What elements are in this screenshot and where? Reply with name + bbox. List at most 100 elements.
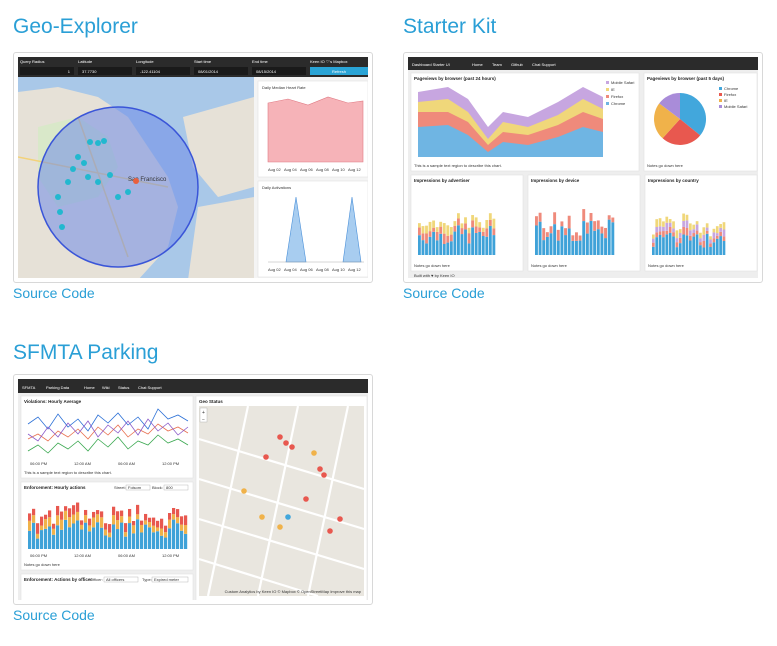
bar-segment	[180, 516, 184, 525]
bar-segment	[685, 214, 689, 221]
bar-segment	[68, 508, 72, 518]
bar-segment	[108, 524, 112, 533]
bar-segment	[658, 218, 662, 227]
bar-segment	[112, 524, 116, 549]
card-title-geo-explorer[interactable]: Geo-Explorer	[13, 15, 138, 38]
bar-segment	[535, 216, 538, 226]
bar-segment	[446, 242, 450, 255]
bar-segment	[132, 521, 136, 526]
bar-segment	[672, 232, 675, 237]
bar-segment	[655, 237, 659, 255]
bar-segment	[432, 220, 436, 228]
bar-segment	[722, 236, 726, 241]
bar-segment	[611, 217, 615, 223]
bar-segment	[542, 228, 546, 241]
bar-segment	[446, 235, 450, 243]
bar-segment	[148, 517, 152, 523]
bar-segment	[439, 221, 443, 227]
bar-segment	[668, 222, 672, 227]
nav-item: Wiki	[102, 385, 110, 390]
bar-segment	[668, 232, 672, 255]
field-value: 1	[68, 69, 71, 74]
bar-segment	[578, 240, 582, 255]
bar-segment	[722, 222, 726, 230]
bar-segment	[571, 235, 575, 241]
bar-segment	[439, 233, 443, 255]
bar-segment	[668, 226, 672, 233]
bar-segment	[96, 510, 100, 515]
thumbnail-geo-explorer[interactable]: Query Radius Latitude Longitude Start ti…	[13, 52, 373, 283]
bar-segment	[699, 242, 702, 246]
bar-segment	[474, 232, 478, 255]
bar-segment	[80, 529, 84, 549]
bar-segment	[160, 535, 164, 549]
bar-segment	[535, 225, 538, 255]
bar-segment	[140, 532, 144, 549]
x-tick: 12:00 AM	[74, 461, 91, 466]
bar-segment	[464, 217, 467, 224]
bar-segment	[128, 523, 132, 549]
bar-segment	[28, 530, 32, 549]
bar-segment	[36, 523, 40, 534]
bar-segment	[492, 218, 496, 229]
source-code-link-geo-explorer[interactable]: Source Code	[13, 285, 95, 301]
bar-segment	[712, 228, 716, 233]
sfmta-screenshot: SFMTA Parking Data Home Wiki Status Chat…	[18, 379, 368, 600]
field-value: 37.7730	[82, 69, 97, 74]
bar-segment	[589, 220, 593, 255]
bar-segment	[464, 223, 467, 230]
bar-segment	[705, 233, 709, 255]
field-label: Latitude	[78, 59, 93, 64]
refresh-button	[310, 67, 368, 75]
bar-segment	[607, 215, 611, 220]
bar-segment	[48, 517, 52, 527]
card-title-starter-kit[interactable]: Starter Kit	[403, 15, 497, 38]
bar-segment	[709, 243, 712, 247]
bar-segment	[715, 238, 719, 255]
bar-segment	[128, 516, 132, 524]
bar-segment	[160, 528, 164, 536]
bar-segment	[488, 213, 492, 220]
bar-segment	[460, 228, 464, 235]
bar-segment	[478, 222, 482, 228]
bar-segment	[88, 525, 92, 532]
bar-segment	[435, 240, 439, 255]
bar-segment	[172, 507, 176, 515]
bar-segment	[168, 519, 172, 529]
bar-segment	[460, 223, 464, 229]
street-label: Street:	[114, 485, 126, 490]
bar-segment	[699, 232, 702, 239]
bar-segment	[28, 513, 32, 521]
x-tick: 12:00 PM	[162, 553, 179, 558]
bar-segment	[44, 528, 48, 549]
bar-segment	[538, 221, 542, 255]
bar-segment	[596, 229, 600, 255]
nav-item: Status	[118, 385, 129, 390]
source-code-link-starter-kit[interactable]: Source Code	[403, 285, 485, 301]
panel-title: Impressions by device	[531, 178, 580, 183]
bar-segment	[156, 527, 160, 532]
bar-segment	[442, 244, 446, 255]
legend-item: Mobile Safari	[611, 80, 634, 85]
bar-segment	[44, 519, 48, 529]
bar-segment	[428, 236, 432, 255]
bar-segment	[715, 226, 719, 234]
thumbnail-sfmta-parking[interactable]: SFMTA Parking Data Home Wiki Status Chat…	[13, 374, 373, 605]
bar-segment	[488, 219, 492, 226]
bar-segment	[611, 222, 615, 255]
legend-item: Chrome	[724, 86, 739, 91]
thumbnail-starter-kit[interactable]: Dashboard Starter UI Home Team Github Ch…	[403, 52, 763, 283]
bar-segment	[108, 537, 112, 549]
source-code-link-sfmta-parking[interactable]: Source Code	[13, 607, 95, 623]
bar-segment	[164, 537, 168, 549]
svg-text:−: −	[202, 417, 205, 423]
bar-segment	[84, 522, 88, 549]
card-title-sfmta-parking[interactable]: SFMTA Parking	[13, 341, 159, 364]
bar-segment	[464, 229, 467, 255]
bar-segment	[682, 234, 685, 255]
bar-segment	[467, 243, 471, 255]
bar-segment	[675, 242, 679, 248]
bar-segment	[76, 502, 80, 512]
bar-segment	[485, 219, 489, 229]
x-tick: Aug 02	[268, 167, 281, 172]
